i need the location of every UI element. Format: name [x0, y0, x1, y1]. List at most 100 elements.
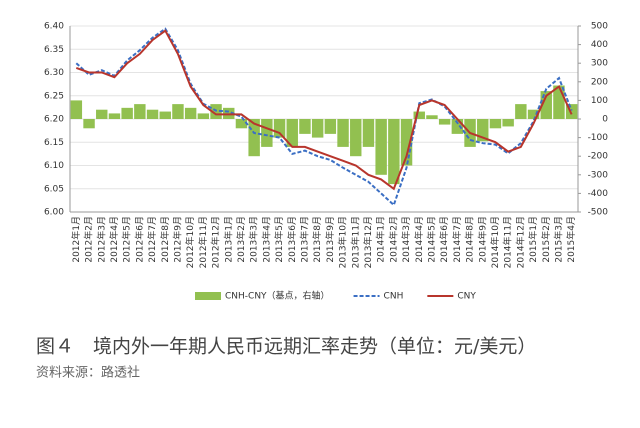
x-tick-label: 2014年4月: [413, 216, 425, 263]
x-tick-label: 2014年7月: [451, 216, 463, 263]
x-tick-label: 2013年5月: [273, 216, 285, 263]
x-tick-label: 2013年10月: [337, 216, 349, 268]
line-cnh: [75, 27, 573, 207]
y-tick-label: 6.40: [44, 22, 64, 32]
y-tick-label: 6.30: [44, 68, 64, 78]
bar: [311, 119, 324, 138]
y2-tick-label: -300: [588, 170, 609, 180]
bar: [375, 119, 387, 175]
x-tick-label: 2013年2月: [235, 216, 247, 263]
x-tick-label: 2014年9月: [476, 216, 488, 263]
x-tick-label: 2012年5月: [121, 216, 133, 263]
bar: [299, 119, 311, 134]
y2-tick-label: -400: [588, 189, 609, 199]
bar: [108, 113, 121, 119]
x-tick-label: 2013年8月: [311, 216, 323, 263]
bar: [565, 104, 578, 119]
line-cny: [75, 29, 573, 191]
bar: [451, 119, 464, 134]
y2-tick-label: 500: [591, 22, 608, 32]
x-tick-label: 2013年4月: [260, 216, 272, 263]
bar: [502, 119, 514, 127]
x-tick-label: 2013年3月: [248, 216, 260, 263]
x-tick-label: 2014年12月: [514, 216, 526, 268]
x-tick-label: 2015年2月: [540, 216, 552, 263]
legend-label: CNH: [384, 292, 404, 302]
y-tick-label: 6.25: [44, 91, 64, 101]
bar: [286, 119, 298, 147]
y2-tick-label: -500: [588, 208, 609, 218]
bar: [159, 111, 171, 119]
bar: [235, 119, 248, 129]
x-tick-label: 2012年11月: [197, 216, 209, 268]
x-tick-label: 2014年5月: [425, 216, 437, 263]
bar: [261, 119, 273, 147]
y2-tick-label: 400: [591, 40, 608, 50]
x-tick-label: 2013年12月: [362, 216, 374, 268]
bar: [184, 107, 197, 119]
bar: [477, 119, 489, 142]
bar: [146, 109, 159, 119]
bar: [324, 119, 337, 134]
bar: [540, 91, 552, 119]
bar: [489, 119, 502, 129]
y2-tick-label: 300: [591, 59, 608, 69]
x-tick-label: 2015年1月: [527, 216, 539, 263]
x-tick-label: 2012年10月: [184, 216, 196, 268]
bar: [134, 104, 146, 119]
x-tick-label: 2013年7月: [298, 216, 310, 263]
bar: [527, 109, 540, 119]
x-tick-label: 2012年4月: [108, 216, 120, 263]
y-tick-label: 6.10: [44, 161, 64, 171]
legend-label: CNY: [457, 292, 476, 302]
x-tick-label: 2012年6月: [133, 216, 145, 263]
bar: [197, 113, 210, 119]
bar: [553, 85, 565, 119]
bar: [172, 104, 184, 119]
bar: [400, 119, 413, 166]
source: 资料来源：路透社: [36, 365, 140, 381]
legend-swatch: [195, 292, 221, 300]
bar: [273, 119, 286, 138]
bar: [388, 119, 400, 185]
bar: [438, 119, 451, 125]
x-tick-label: 2012年1月: [70, 216, 82, 263]
bar: [70, 100, 83, 119]
y-tick-label: 6.35: [44, 45, 64, 55]
bar: [337, 119, 349, 147]
bar: [121, 107, 133, 119]
x-tick-label: 2013年1月: [222, 216, 234, 263]
x-tick-label: 2013年6月: [286, 216, 298, 263]
y-tick-label: 6.20: [44, 115, 64, 125]
x-tick-label: 2012年9月: [171, 216, 183, 263]
y2-tick-label: 0: [602, 115, 608, 125]
x-tick-label: 2012年12月: [210, 216, 222, 268]
y2-tick-label: 100: [591, 96, 608, 106]
bar: [248, 119, 260, 157]
bar: [426, 115, 438, 119]
y-tick-label: 6.15: [44, 138, 64, 148]
x-tick-label: 2012年3月: [95, 216, 107, 263]
bar: [96, 109, 108, 119]
bar: [350, 119, 362, 157]
y2-tick-label: 200: [591, 77, 608, 87]
x-tick-label: 2014年10月: [489, 216, 501, 268]
caption: 图４ 境内外一年期人民币远期汇率走势（单位：元/美元）: [36, 336, 536, 358]
x-tick-label: 2014年1月: [375, 216, 387, 263]
bar: [83, 119, 95, 129]
x-tick-label: 2015年4月: [565, 216, 577, 263]
x-tick-label: 2013年9月: [324, 216, 336, 263]
x-tick-label: 2013年11月: [349, 216, 361, 268]
y-tick-label: 6.00: [44, 208, 64, 218]
x-tick-label: 2014年8月: [464, 216, 476, 263]
x-tick-label: 2012年2月: [83, 216, 95, 263]
x-tick-label: 2014年6月: [438, 216, 450, 263]
bar: [362, 119, 375, 147]
x-tick-label: 2012年8月: [159, 216, 171, 263]
legend-label: CNH-CNY（基点，右轴）: [225, 290, 330, 302]
x-tick-label: 2014年3月: [400, 216, 412, 263]
bar: [413, 111, 425, 119]
x-tick-label: 2015年3月: [552, 216, 564, 263]
y2-tick-label: -100: [588, 133, 609, 143]
